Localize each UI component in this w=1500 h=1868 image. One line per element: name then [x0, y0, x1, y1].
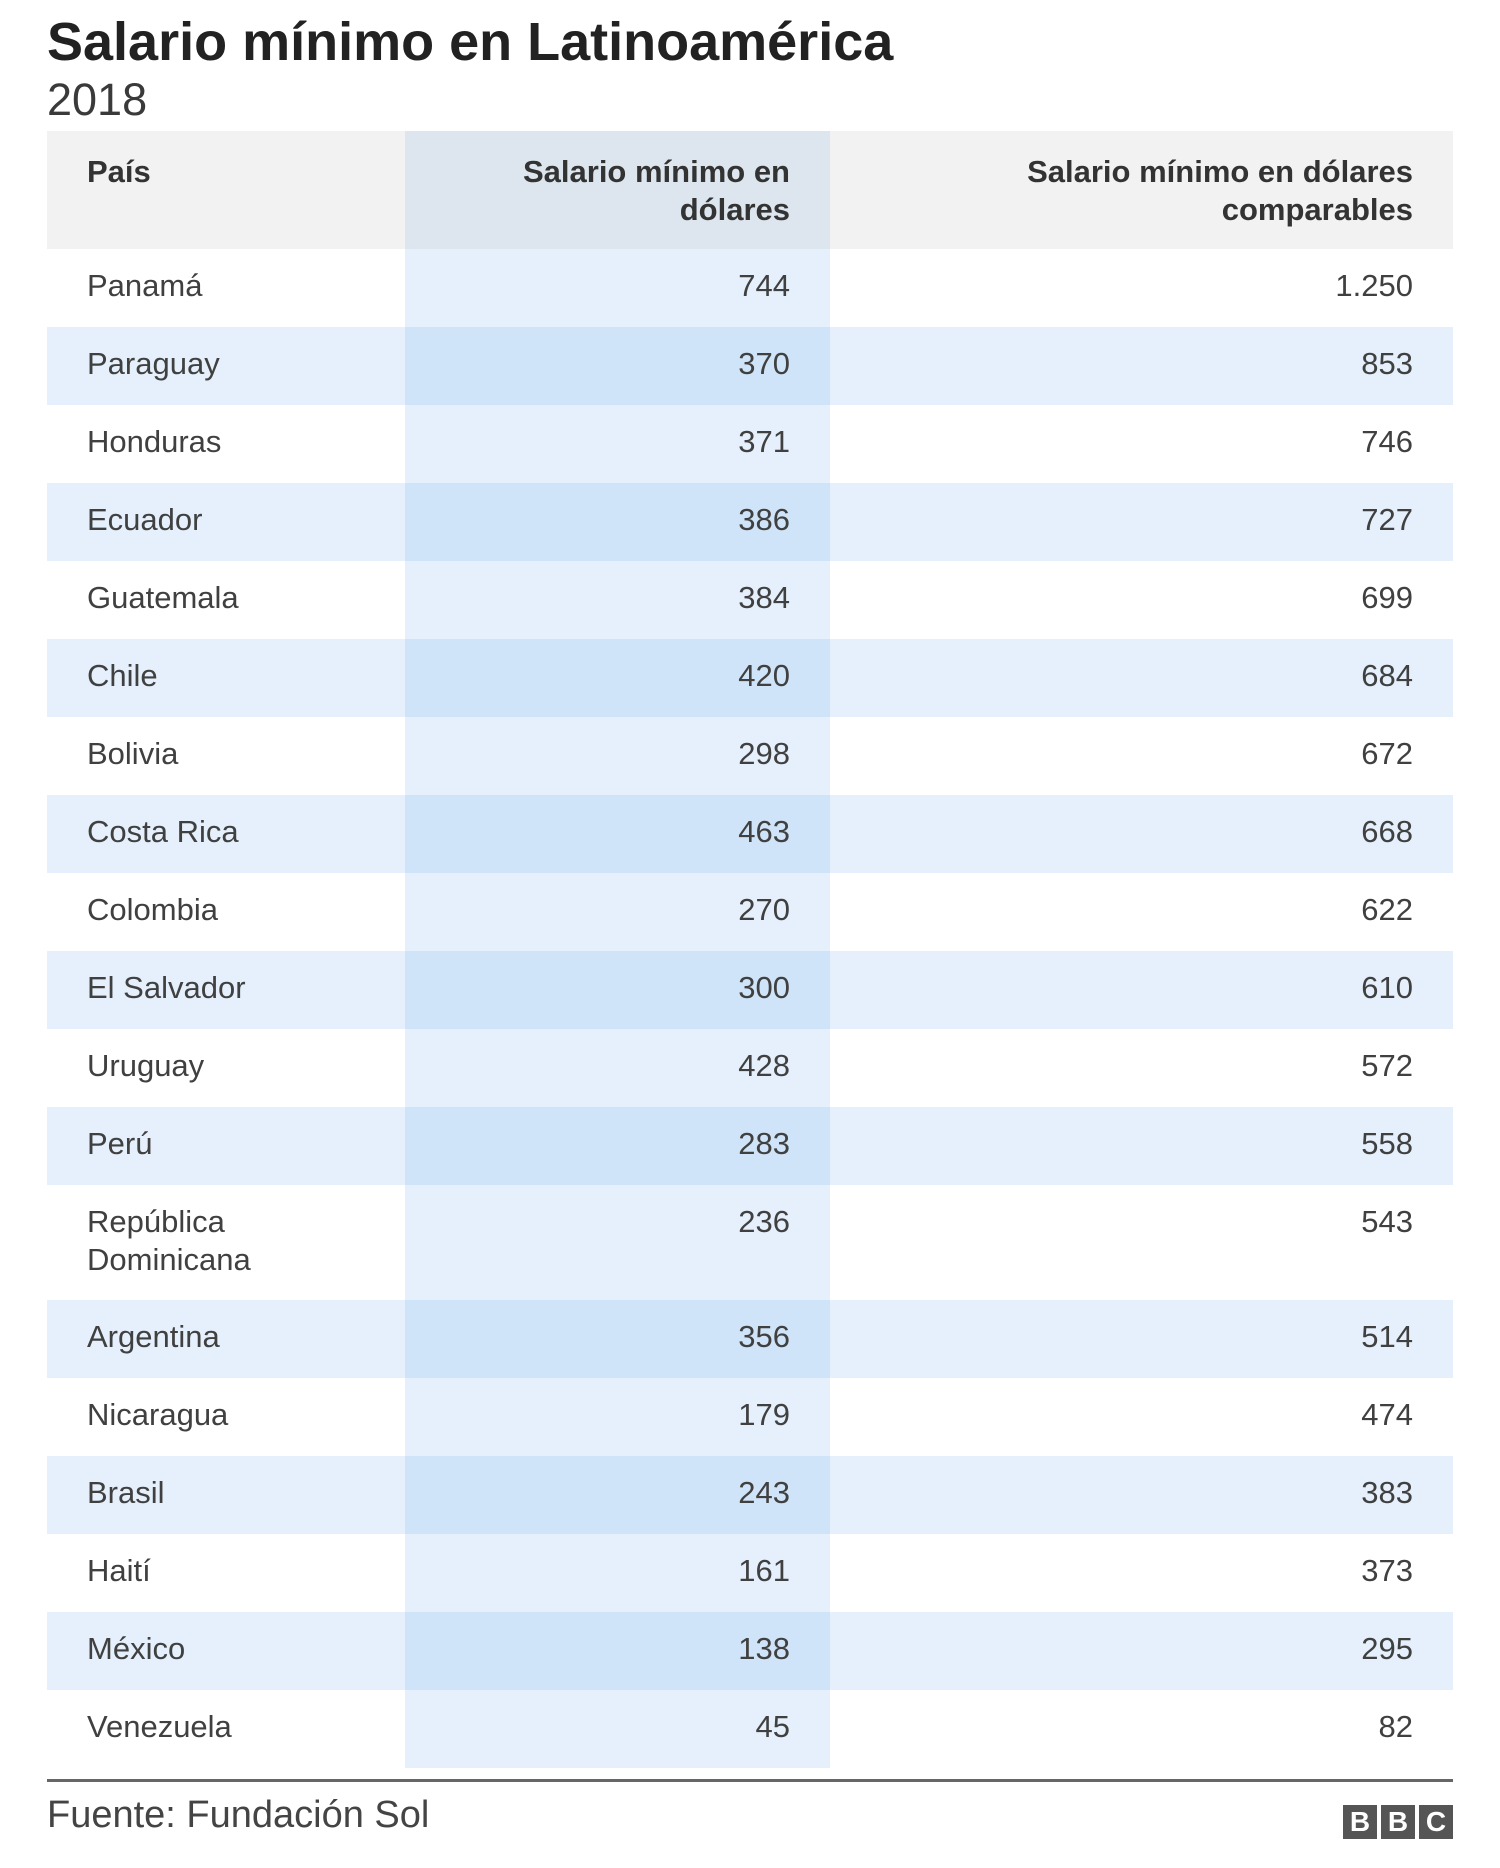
cell-comparable: 684: [830, 639, 1453, 717]
cell-country: Uruguay: [47, 1029, 405, 1107]
cell-usd: 744: [405, 249, 830, 327]
source-note: Fuente: Fundación Sol: [47, 1794, 430, 1836]
cell-usd: 243: [405, 1456, 830, 1534]
table-row: Uruguay 428 572: [47, 1029, 1453, 1107]
cell-comparable: 572: [830, 1029, 1453, 1107]
table-row: Colombia 270 622: [47, 873, 1453, 951]
table-row: Panamá 744 1.250: [47, 249, 1453, 327]
cell-country: Ecuador: [47, 483, 405, 561]
cell-usd: 386: [405, 483, 830, 561]
cell-comparable: 558: [830, 1107, 1453, 1185]
cell-comparable: 543: [830, 1185, 1453, 1300]
table-row: Chile 420 684: [47, 639, 1453, 717]
cell-usd: 236: [405, 1185, 830, 1300]
cell-comparable: 1.250: [830, 249, 1453, 327]
cell-country: Panamá: [47, 249, 405, 327]
table-row: Brasil 243 383: [47, 1456, 1453, 1534]
cell-usd: 300: [405, 951, 830, 1029]
cell-country: Guatemala: [47, 561, 405, 639]
cell-comparable: 373: [830, 1534, 1453, 1612]
cell-comparable: 672: [830, 717, 1453, 795]
cell-comparable: 82: [830, 1690, 1453, 1768]
table-row: Costa Rica 463 668: [47, 795, 1453, 873]
cell-usd: 420: [405, 639, 830, 717]
salary-table: País Salario mínimo en dólares Salario m…: [47, 131, 1453, 1768]
cell-comparable: 295: [830, 1612, 1453, 1690]
table-row: Ecuador 386 727: [47, 483, 1453, 561]
table-row: Nicaragua 179 474: [47, 1378, 1453, 1456]
cell-usd: 384: [405, 561, 830, 639]
cell-comparable: 383: [830, 1456, 1453, 1534]
cell-country: Argentina: [47, 1300, 405, 1378]
table-row: Haití 161 373: [47, 1534, 1453, 1612]
cell-country: Nicaragua: [47, 1378, 405, 1456]
cell-comparable: 622: [830, 873, 1453, 951]
header-country: País: [47, 131, 405, 249]
table-row: Paraguay 370 853: [47, 327, 1453, 405]
cell-country: Chile: [47, 639, 405, 717]
cell-comparable: 746: [830, 405, 1453, 483]
cell-usd: 428: [405, 1029, 830, 1107]
cell-usd: 283: [405, 1107, 830, 1185]
cell-country: México: [47, 1612, 405, 1690]
cell-country: República Dominicana: [47, 1185, 405, 1300]
table-row: Guatemala 384 699: [47, 561, 1453, 639]
cell-usd: 356: [405, 1300, 830, 1378]
cell-usd: 179: [405, 1378, 830, 1456]
bbc-logo: B B C: [1343, 1805, 1453, 1839]
cell-country: Brasil: [47, 1456, 405, 1534]
cell-comparable: 727: [830, 483, 1453, 561]
table-row: Venezuela 45 82: [47, 1690, 1453, 1768]
cell-comparable: 699: [830, 561, 1453, 639]
cell-usd: 161: [405, 1534, 830, 1612]
table-body: Panamá 744 1.250 Paraguay 370 853 Honduras 371 7…: [47, 249, 1453, 1768]
bbc-logo-letter: B: [1343, 1805, 1377, 1839]
table-row: México 138 295: [47, 1612, 1453, 1690]
cell-comparable: 610: [830, 951, 1453, 1029]
cell-country: Haití: [47, 1534, 405, 1612]
salary-table-container: País Salario mínimo en dólares Salario m…: [47, 131, 1453, 1768]
table-row: El Salvador 300 610: [47, 951, 1453, 1029]
bbc-logo-letter: B: [1381, 1805, 1415, 1839]
cell-usd: 463: [405, 795, 830, 873]
table-row: Perú 283 558: [47, 1107, 1453, 1185]
cell-country: Honduras: [47, 405, 405, 483]
chart-subtitle: 2018: [47, 74, 148, 125]
cell-country: Paraguay: [47, 327, 405, 405]
cell-country: Colombia: [47, 873, 405, 951]
header-comparable: Salario mínimo en dólares comparables: [830, 131, 1453, 249]
cell-usd: 370: [405, 327, 830, 405]
cell-comparable: 514: [830, 1300, 1453, 1378]
table-header-row: País Salario mínimo en dólares Salario m…: [47, 131, 1453, 249]
header-usd: Salario mínimo en dólares: [405, 131, 830, 249]
cell-country: Costa Rica: [47, 795, 405, 873]
cell-country: El Salvador: [47, 951, 405, 1029]
cell-comparable: 853: [830, 327, 1453, 405]
table-row: Honduras 371 746: [47, 405, 1453, 483]
table-row: Argentina 356 514: [47, 1300, 1453, 1378]
chart-title: Salario mínimo en Latinoamérica: [47, 12, 894, 72]
footer-divider: [47, 1779, 1453, 1782]
bbc-logo-letter: C: [1419, 1805, 1453, 1839]
table-row: Bolivia 298 672: [47, 717, 1453, 795]
cell-country: Bolivia: [47, 717, 405, 795]
cell-country: Perú: [47, 1107, 405, 1185]
cell-usd: 371: [405, 405, 830, 483]
cell-usd: 298: [405, 717, 830, 795]
cell-comparable: 474: [830, 1378, 1453, 1456]
cell-usd: 45: [405, 1690, 830, 1768]
cell-country: Venezuela: [47, 1690, 405, 1768]
table-row: República Dominicana 236 543: [47, 1185, 1453, 1300]
cell-usd: 270: [405, 873, 830, 951]
cell-usd: 138: [405, 1612, 830, 1690]
cell-comparable: 668: [830, 795, 1453, 873]
